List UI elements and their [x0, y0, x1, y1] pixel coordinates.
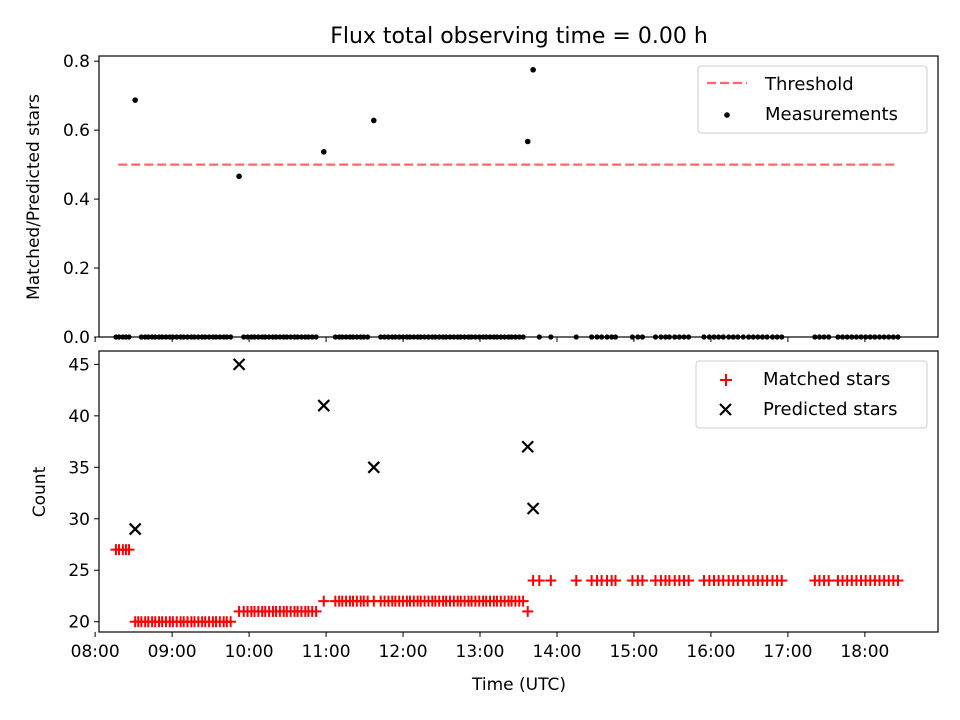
top-y-tick-label: 0.4	[63, 190, 90, 210]
measurement-point	[530, 66, 536, 73]
matched-star-point	[545, 575, 557, 587]
matched-star-point	[823, 575, 835, 587]
matched-star-point	[225, 616, 237, 628]
legend-matched-plus-icon	[720, 374, 732, 386]
bottom-x-tick-label: 09:00	[148, 642, 197, 662]
legend-measurements-label: Measurements	[765, 104, 898, 125]
matched-star-point	[310, 605, 322, 617]
top-plot-area: 0.0 0.2 0.4 0.6 0.8	[63, 52, 901, 348]
predicted-star-x-b	[128, 522, 142, 536]
legend-predicted-label: Predicted stars	[763, 399, 897, 420]
predicted-star-x-b	[521, 440, 535, 454]
matched-star-point	[570, 575, 582, 587]
matched-star-point	[892, 575, 904, 587]
matched-star-point	[609, 575, 621, 587]
predicted-star-point	[317, 399, 331, 412]
bottom-x-tick-label: 14:00	[532, 642, 581, 662]
bottom-x-axis-label: Time (UTC)	[471, 675, 566, 695]
top-legend: Threshold Measurements	[697, 65, 928, 134]
bottom-y-tick-label: 25	[68, 561, 90, 581]
matched-star-point	[776, 575, 788, 587]
measurement-point	[524, 138, 531, 145]
matched-star-point	[318, 595, 330, 607]
legend-matched-label: Matched stars	[763, 369, 890, 390]
matched-star-point	[517, 595, 529, 607]
top-y-tick-label: 0.8	[63, 52, 90, 72]
top-axes-frame	[98, 55, 939, 338]
bottom-axes-frame	[98, 350, 939, 633]
predicted-star-x-b	[367, 461, 381, 474]
bottom-y-axis-label: Count	[30, 466, 50, 517]
matched-star-point	[636, 575, 648, 587]
top-y-tick-label: 0.0	[63, 328, 90, 348]
measurement-point	[370, 117, 377, 124]
figure-title: Flux total observing time = 0.00 h	[330, 24, 708, 49]
predicted-star-point	[526, 502, 540, 515]
predicted-star-point	[521, 440, 535, 454]
top-y-tick-label: 0.6	[63, 121, 90, 141]
bottom-y-tick-label: 40	[68, 407, 90, 427]
bottom-x-tick-label: 16:00	[686, 642, 735, 662]
top-y-axis-label: Matched/Predicted stars	[24, 94, 44, 300]
bottom-legend: Matched stars Predicted stars	[695, 360, 928, 429]
bottom-x-tick-label: 12:00	[379, 642, 428, 662]
bottom-legend-box	[695, 360, 928, 429]
top-legend-box	[697, 65, 928, 134]
matched-star-point	[533, 575, 545, 587]
bottom-y-tick-label: 20	[68, 613, 90, 633]
predicted-star-point	[367, 461, 381, 474]
legend-threshold-label: Threshold	[764, 74, 854, 95]
bottom-y-tick-label: 35	[68, 458, 90, 478]
bottom-x-tick-label: 10:00	[225, 642, 274, 662]
matched-star-point	[123, 544, 135, 556]
bottom-x-tick-label: 08:00	[71, 642, 120, 662]
measurement-point	[132, 97, 138, 103]
predicted-star-point	[232, 358, 246, 371]
measurement-point	[320, 149, 327, 155]
legend-predicted-x-icon	[719, 403, 732, 416]
bottom-x-tick-label: 15:00	[609, 642, 658, 662]
bottom-y-tick-label: 30	[68, 510, 90, 530]
bottom-x-tick-label: 17:00	[763, 642, 812, 662]
predicted-star-x-b	[526, 502, 540, 515]
matched-star-point	[522, 605, 534, 617]
predicted-star-point	[128, 522, 142, 536]
legend-measurements-dot-icon	[724, 112, 730, 118]
bottom-x-tick-label: 11:00	[302, 642, 351, 662]
top-y-tick-label: 0.2	[63, 259, 90, 279]
matched-star-point	[683, 575, 695, 587]
predicted-star-x-b	[232, 358, 246, 371]
bottom-plot-area: 20 25 30 35 40 45 08:00 09:00 10:00 11:00 12:00 13:…	[68, 355, 904, 662]
predicted-star-x-b	[317, 399, 331, 412]
bottom-x-tick-label: 18:00	[840, 642, 889, 662]
measurement-point	[236, 173, 242, 180]
bottom-x-tick-label: 13:00	[456, 642, 505, 662]
bottom-y-tick-label: 45	[68, 355, 90, 375]
